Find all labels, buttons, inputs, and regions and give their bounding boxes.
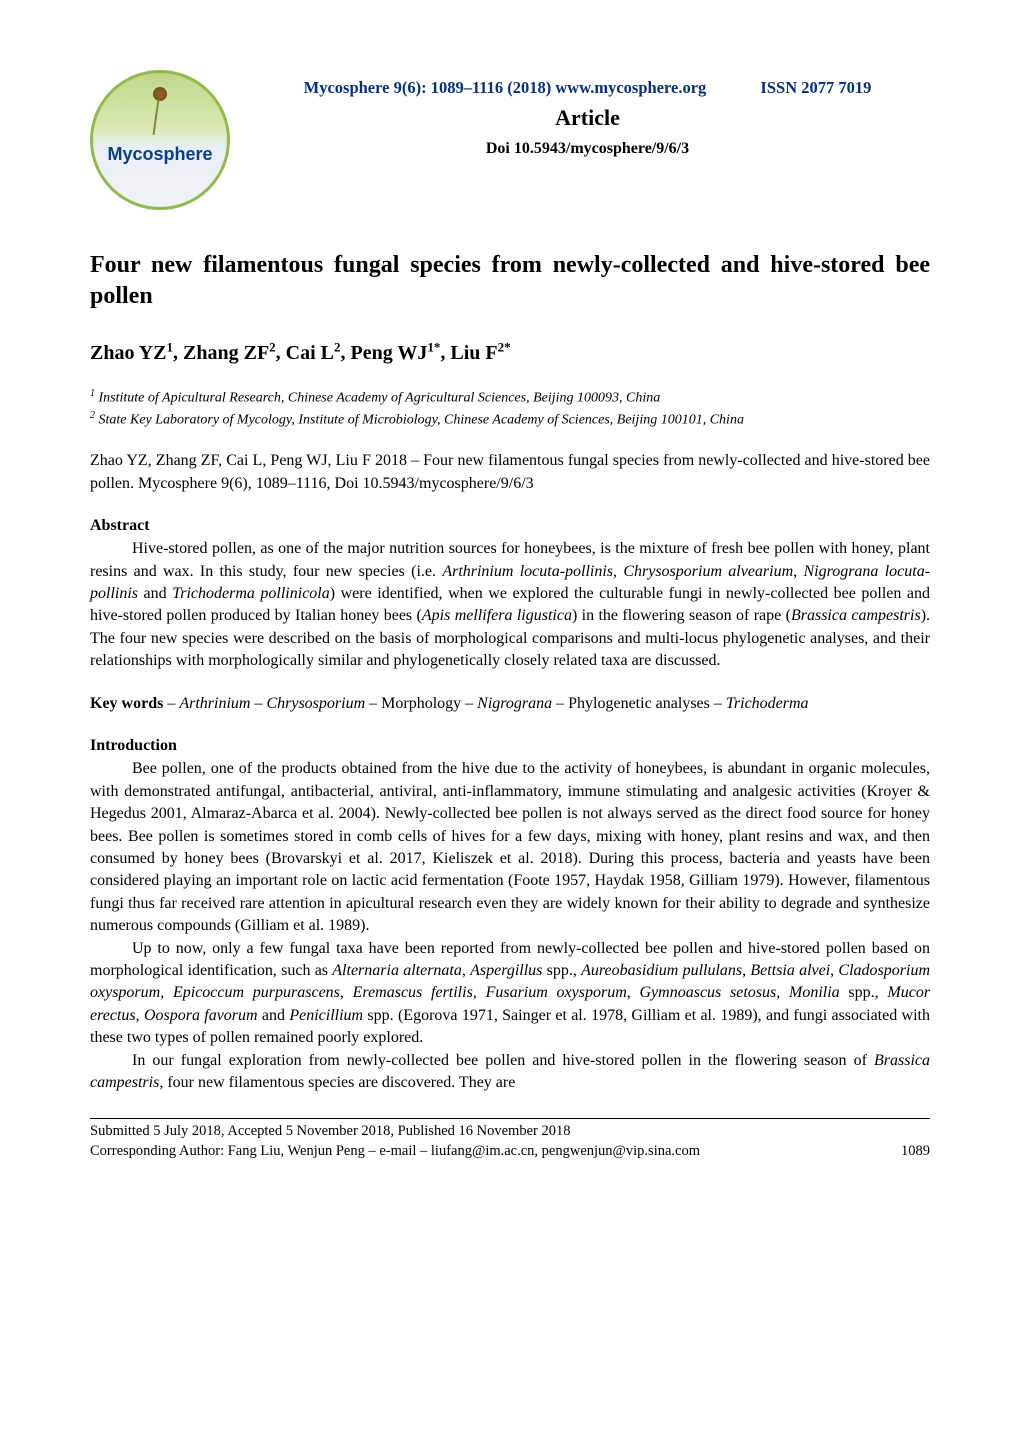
author-4: Peng WJ1* xyxy=(351,342,441,364)
footer: Submitted 5 July 2018, Accepted 5 Novemb… xyxy=(90,1122,930,1161)
journal-header: Mycosphere Mycosphere 9(6): 1089–1116 (2… xyxy=(90,70,930,210)
logo-circle: Mycosphere xyxy=(90,70,230,210)
logo-spore-icon xyxy=(153,87,167,101)
introduction-section: Introduction Bee pollen, one of the prod… xyxy=(90,735,930,1094)
article-title: Four new filamentous fungal species from… xyxy=(90,250,930,312)
introduction-heading: Introduction xyxy=(90,735,930,757)
keywords-section: Key words – Arthrinium – Chrysosporium –… xyxy=(90,693,930,715)
header-text-block: Mycosphere 9(6): 1089–1116 (2018) www.my… xyxy=(245,70,930,160)
article-type-label: Article xyxy=(245,103,930,134)
author-3: Cai L2 xyxy=(286,342,341,364)
doi: Doi 10.5943/mycosphere/9/6/3 xyxy=(245,138,930,160)
journal-logo: Mycosphere xyxy=(90,70,235,210)
keywords-label: Key words xyxy=(90,695,163,712)
submission-dates: Submitted 5 July 2018, Accepted 5 Novemb… xyxy=(90,1122,930,1142)
intro-paragraph-3: In our fungal exploration from newly-col… xyxy=(90,1050,930,1095)
journal-meta-line: Mycosphere 9(6): 1089–1116 (2018) www.my… xyxy=(245,76,930,99)
intro-paragraph-2: Up to now, only a few fungal taxa have b… xyxy=(90,938,930,1050)
abstract-body: Hive-stored pollen, as one of the major … xyxy=(90,538,930,672)
intro-paragraph-1: Bee pollen, one of the products obtained… xyxy=(90,758,930,937)
abstract-section: Abstract Hive-stored pollen, as one of t… xyxy=(90,515,930,673)
page-number: 1089 xyxy=(901,1142,930,1162)
footer-rule xyxy=(90,1118,930,1119)
journal-citation: Mycosphere 9(6): 1089–1116 (2018) www.my… xyxy=(304,78,707,97)
affiliation-2: 2 State Key Laboratory of Mycology, Inst… xyxy=(90,409,930,431)
logo-tendril-icon xyxy=(152,99,159,135)
affiliations: 1 Institute of Apicultural Research, Chi… xyxy=(90,387,930,430)
author-2: Zhang ZF2 xyxy=(183,342,276,364)
corresponding-author-line: Corresponding Author: Fang Liu, Wenjun P… xyxy=(90,1142,930,1162)
author-1: Zhao YZ1 xyxy=(90,342,173,364)
journal-issn: ISSN 2077 7019 xyxy=(760,78,871,97)
keywords-body: – Arthrinium – Chrysosporium – Morpholog… xyxy=(163,695,808,712)
author-5: Liu F2* xyxy=(450,342,510,364)
authors-line: Zhao YZ1, Zhang ZF2, Cai L2, Peng WJ1*, … xyxy=(90,338,930,367)
affiliation-1: 1 Institute of Apicultural Research, Chi… xyxy=(90,387,930,409)
abstract-heading: Abstract xyxy=(90,515,930,537)
logo-text: Mycosphere xyxy=(93,142,227,167)
self-citation: Zhao YZ, Zhang ZF, Cai L, Peng WJ, Liu F… xyxy=(90,450,930,495)
